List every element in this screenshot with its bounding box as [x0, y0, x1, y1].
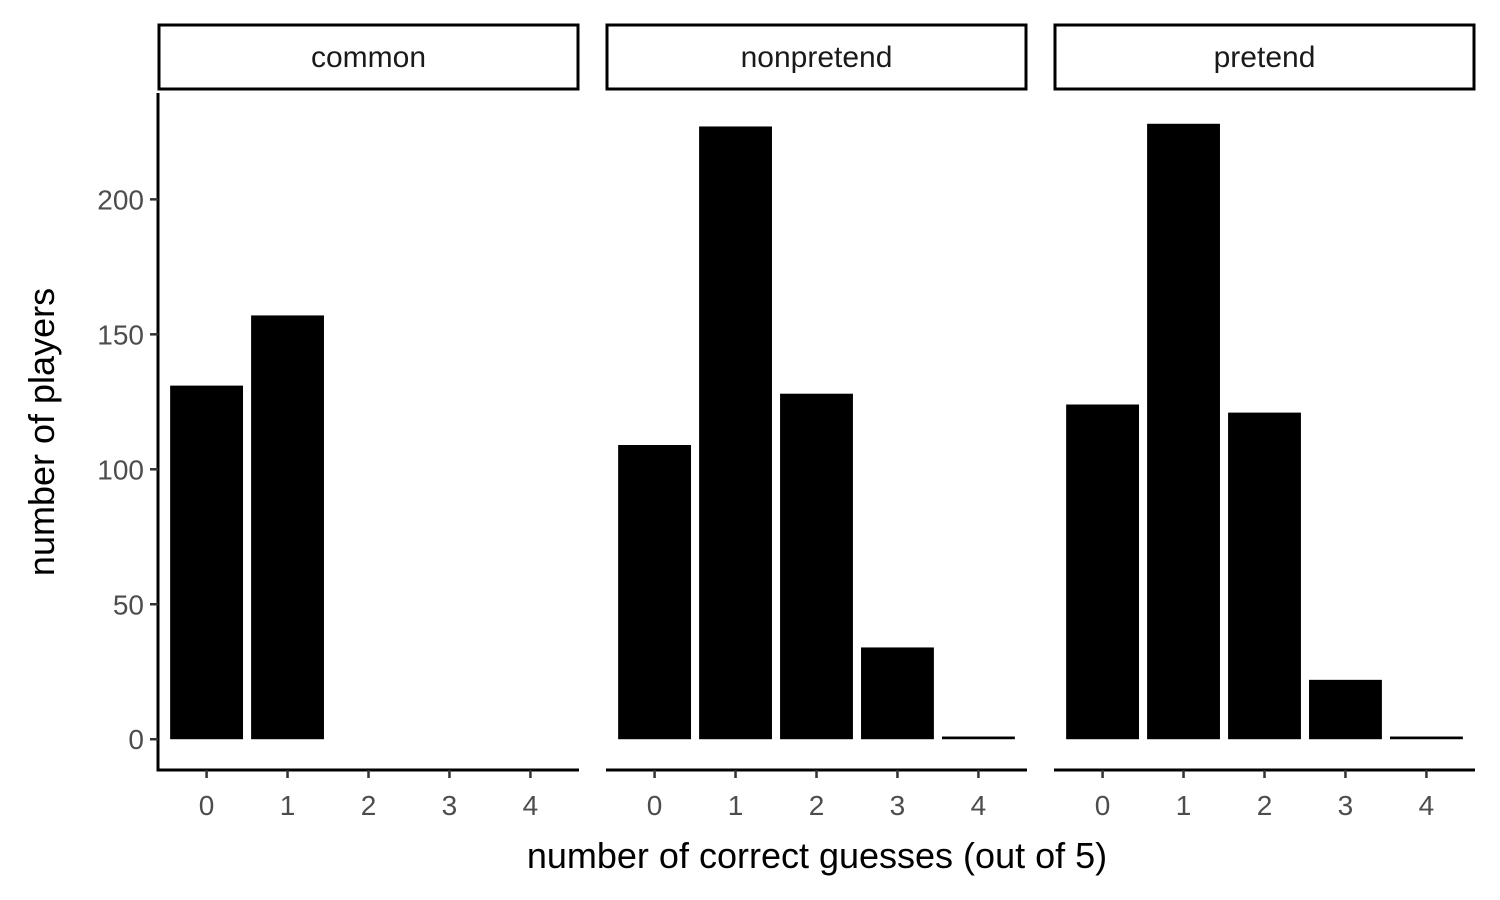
bar-0 [1066, 404, 1140, 740]
panels-layer: common 0 1 2 3 4 nonpretend 0 1 2 3 4 pretend 0 1 2 3 4 [157, 23, 1476, 821]
x-tick-label: 2 [361, 790, 377, 821]
x-tick-label: 4 [971, 790, 987, 821]
bar-1 [1147, 123, 1220, 740]
x-tick-label: 3 [442, 790, 458, 821]
strip-box [1053, 23, 1476, 91]
x-tick-label: 2 [1257, 790, 1273, 821]
bar-3 [1309, 679, 1382, 740]
x-tick-label: 1 [280, 790, 296, 821]
y-tick-label: 0 [128, 724, 144, 755]
x-tick-label: 2 [809, 790, 825, 821]
x-tick-label: 1 [1176, 790, 1192, 821]
strip-label: pretend [1214, 41, 1316, 74]
x-axis-title: number of correct guesses (out of 5) [527, 835, 1107, 876]
strip-label: common [311, 41, 426, 74]
bar-2 [1228, 412, 1301, 740]
bar-4 [941, 736, 1015, 740]
y-axis: 0 50 100 150 200 [97, 93, 160, 772]
bar-3 [861, 647, 934, 740]
strip-box [605, 23, 1028, 91]
y-tick-label: 150 [97, 319, 144, 350]
panel-nonpretend: nonpretend 0 1 2 3 4 [605, 23, 1028, 821]
y-tick-label: 200 [97, 184, 144, 215]
strip-box [157, 23, 580, 91]
x-tick-label: 4 [523, 790, 539, 821]
bar-1 [251, 315, 324, 740]
bar-0 [170, 385, 244, 740]
bar-4 [1389, 736, 1463, 740]
x-tick-label: 0 [647, 790, 663, 821]
x-tick-label: 1 [728, 790, 744, 821]
y-axis-title: number of players [21, 288, 62, 576]
y-tick-label: 100 [97, 454, 144, 485]
x-tick-label: 3 [1338, 790, 1354, 821]
bar-1 [699, 126, 772, 740]
panel-common: common 0 1 2 3 4 [157, 23, 580, 821]
panel-pretend: pretend 0 1 2 3 4 [1053, 23, 1476, 821]
y-tick-label: 50 [113, 589, 144, 620]
x-tick-label: 4 [1419, 790, 1435, 821]
x-tick-label: 0 [1095, 790, 1111, 821]
bar-0 [618, 444, 692, 740]
x-tick-label: 0 [199, 790, 215, 821]
bar-2 [780, 393, 853, 740]
x-tick-label: 3 [890, 790, 906, 821]
strip-label: nonpretend [741, 41, 893, 74]
